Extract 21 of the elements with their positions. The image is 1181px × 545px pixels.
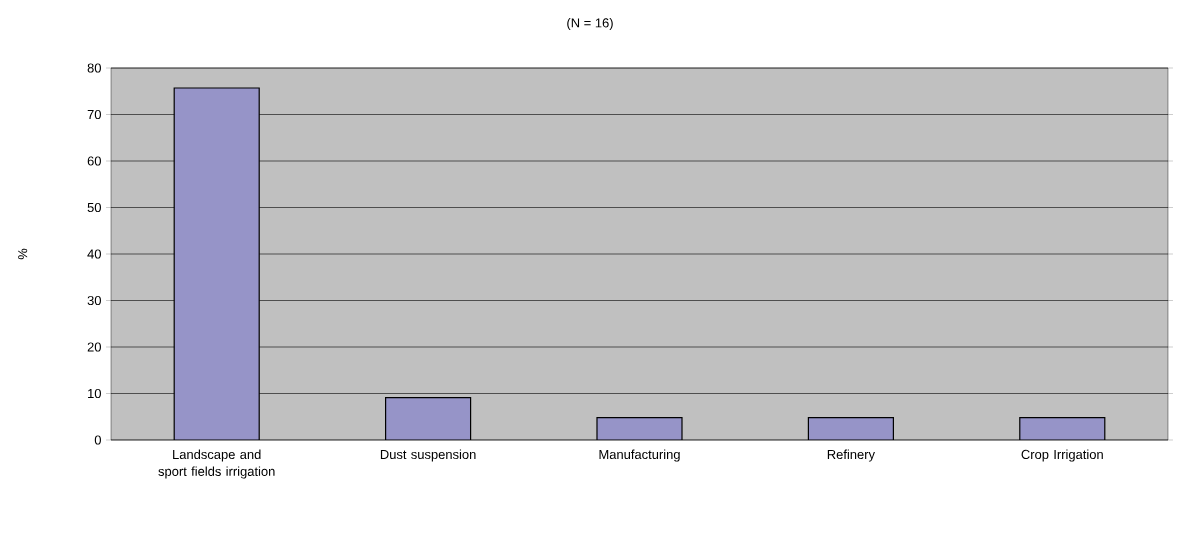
- bar: [173, 87, 260, 440]
- bar: [385, 397, 472, 440]
- x-tick-label: Crop Irrigation: [1021, 449, 1103, 462]
- x-tick-label: Landscape and sport fields irrigation: [158, 449, 275, 479]
- y-tick-label: 20: [87, 342, 101, 352]
- x-tick-label: Dust suspension: [380, 449, 476, 462]
- y-axis-title: %: [18, 248, 28, 260]
- y-tick-label: 40: [87, 249, 101, 259]
- y-tick-label: 70: [87, 109, 101, 120]
- y-tick-label: 60: [87, 156, 101, 166]
- y-tick-label: 50: [87, 202, 101, 213]
- chart-title: (N = 16): [567, 17, 613, 31]
- bar: [807, 417, 894, 440]
- x-tick-label: Refinery: [827, 449, 875, 462]
- y-tick-label: 80: [87, 63, 101, 73]
- y-tick-label: 30: [87, 295, 101, 306]
- x-tick-label: Manufacturing: [599, 449, 680, 462]
- bar: [1019, 417, 1106, 440]
- bar: [596, 417, 683, 440]
- y-tick-label: 10: [88, 388, 101, 399]
- y-tick-label: 0: [94, 435, 101, 445]
